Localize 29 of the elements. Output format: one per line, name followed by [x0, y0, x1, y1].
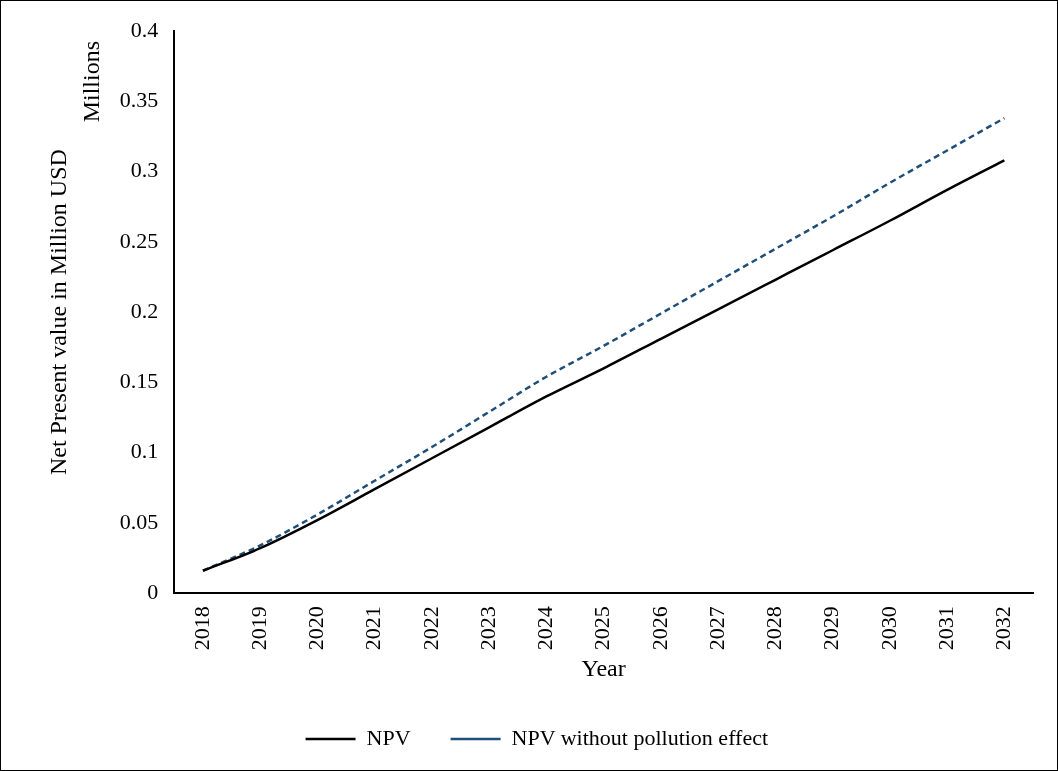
y-tick-label: 0.35 — [119, 87, 159, 113]
y-axis-title: Net Present value in Million USD — [44, 149, 71, 476]
x-tick-label: 2024 — [532, 606, 558, 651]
legend-label: NPV without pollution effect — [511, 724, 769, 750]
y-tick-label: 0.25 — [119, 227, 159, 253]
legend-label: NPV — [366, 724, 411, 750]
x-tick-label: 2029 — [818, 606, 844, 651]
y-tick-label: 0.2 — [130, 297, 159, 323]
y-tick-label: 0.3 — [130, 157, 159, 183]
y-tick-label: 0.05 — [119, 508, 159, 534]
y-tick-label: 0.1 — [130, 438, 159, 464]
x-tick-label: 2030 — [875, 606, 901, 651]
text: Millions — [77, 41, 104, 123]
x-tick-label: 2023 — [474, 606, 500, 651]
x-tick-label: 2020 — [303, 606, 329, 651]
x-tick-label: 2022 — [417, 606, 443, 651]
x-tick-label: 2032 — [990, 606, 1016, 651]
x-tick-label: 2025 — [589, 606, 615, 651]
x-tick-label: 2026 — [646, 606, 672, 651]
y-tick-label: 0.4 — [130, 16, 159, 42]
y-tick-label: 0 — [147, 578, 159, 604]
x-axis-title: Year — [581, 654, 626, 681]
x-tick-label: 2021 — [360, 606, 386, 651]
y-tick-label: 0.15 — [119, 368, 159, 394]
x-tick-label: 2028 — [761, 606, 787, 651]
x-tick-label: 2018 — [188, 606, 214, 651]
x-tick-label: 2031 — [932, 606, 958, 651]
x-tick-label: 2019 — [245, 606, 271, 651]
x-tick-label: 2027 — [703, 606, 729, 651]
